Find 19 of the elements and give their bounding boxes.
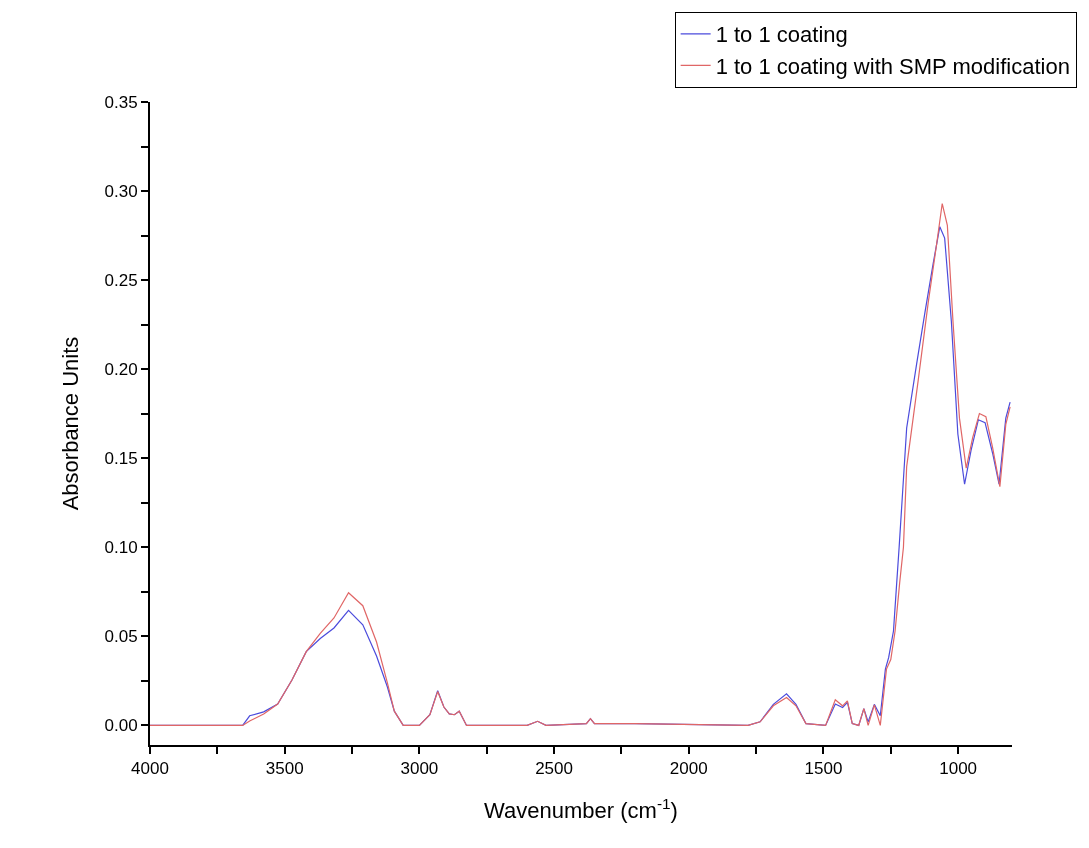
- x-axis-title: Wavenumber (cm$^{-1}$): [484, 794, 678, 823]
- y-tick-label: 0.20: [104, 360, 138, 380]
- x-tick-label: 1000: [939, 759, 978, 779]
- y-tick-label: 0.05: [104, 627, 138, 647]
- x-tick-label: 3000: [400, 759, 439, 779]
- y-tick-label: 0.00: [104, 716, 138, 736]
- y-tick-label: 0.35: [104, 92, 138, 112]
- y-tick-label: 0.15: [104, 449, 138, 469]
- legend-label: 1 to 1 coating: [715, 22, 848, 48]
- y-tick-label: 0.30: [104, 182, 138, 202]
- x-tick-label: 3500: [265, 759, 304, 779]
- x-tick-label: 4000: [131, 759, 169, 779]
- y-axis-title: Absorbance Units: [57, 336, 83, 511]
- x-tick-label: 2500: [535, 759, 573, 779]
- legend-label: 1 to 1 coating with SMP modification: [715, 53, 1070, 79]
- x-tick-label: 1500: [804, 759, 843, 779]
- x-tick-label: 2000: [669, 759, 708, 779]
- y-tick-label: 0.25: [104, 271, 138, 291]
- y-tick-label: 0.10: [104, 538, 138, 558]
